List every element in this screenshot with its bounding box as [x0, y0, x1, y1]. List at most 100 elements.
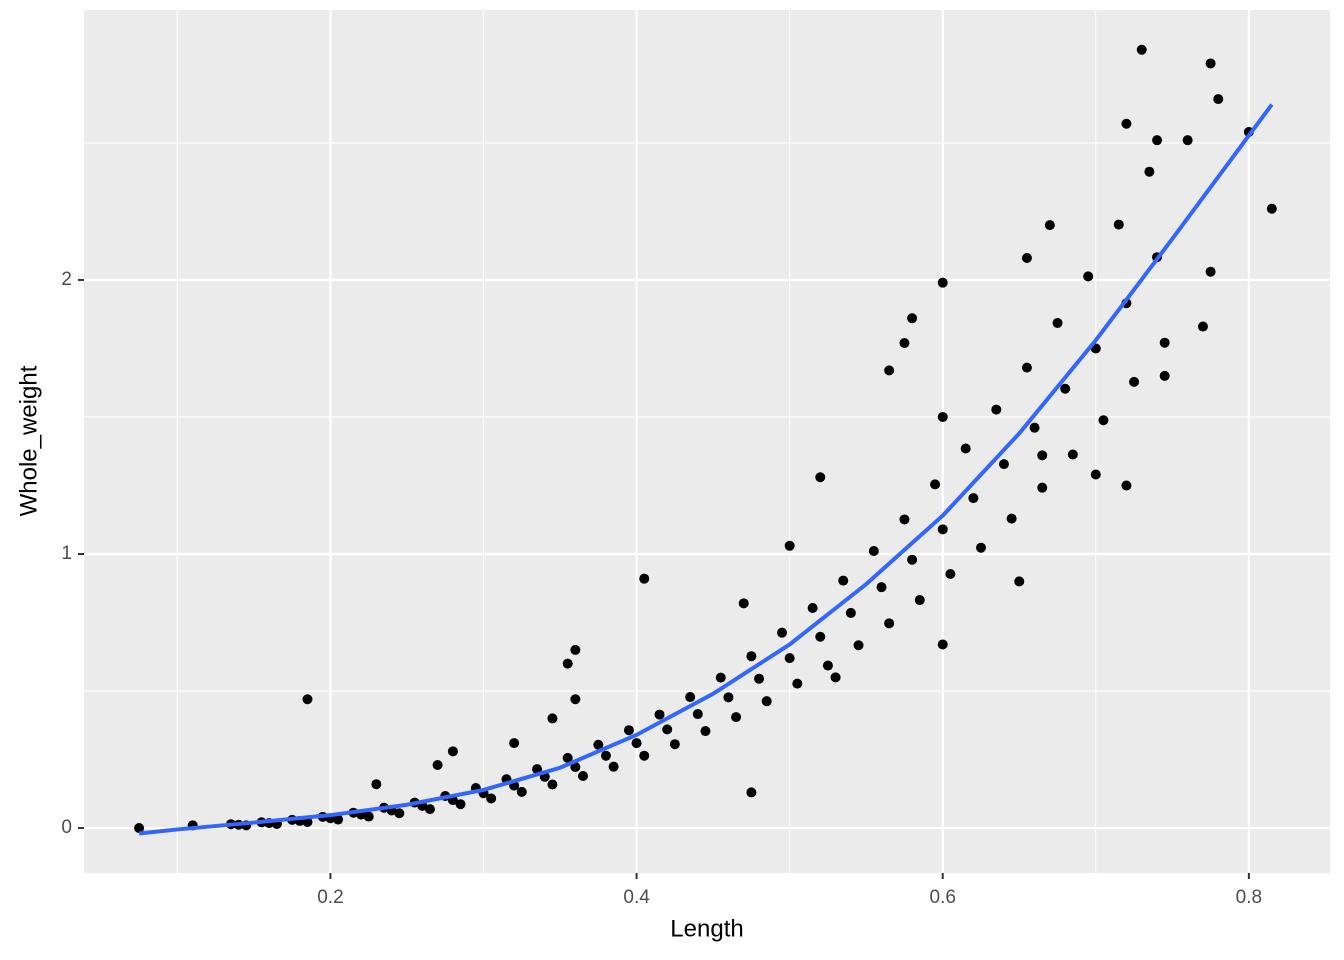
point [761, 696, 772, 707]
point [1197, 321, 1208, 332]
point [815, 472, 826, 483]
point [1121, 480, 1132, 491]
point [899, 514, 910, 525]
point [570, 761, 581, 772]
point [845, 607, 856, 618]
y-axis-title: Whole_weight [15, 365, 42, 516]
point [447, 746, 458, 757]
point [715, 672, 726, 683]
point [578, 770, 589, 781]
point [754, 673, 765, 684]
point [960, 443, 971, 454]
point [830, 672, 841, 683]
point [1083, 271, 1094, 282]
x-tick-label: 0.4 [623, 887, 650, 908]
point [639, 573, 650, 584]
y-tick-label: 0 [61, 817, 72, 838]
point [669, 739, 680, 750]
point [1060, 383, 1071, 394]
y-tick-label: 2 [61, 269, 72, 290]
point [1205, 58, 1216, 69]
point [1144, 166, 1155, 177]
x-axis-title: Length [670, 915, 743, 942]
point [792, 678, 803, 689]
point [1067, 449, 1078, 460]
point [838, 575, 849, 586]
point [1136, 44, 1147, 55]
point [570, 644, 581, 655]
point [1044, 220, 1055, 231]
point [937, 524, 948, 535]
point [822, 660, 833, 671]
x-tick-label: 0.8 [1236, 887, 1262, 908]
point [547, 713, 558, 724]
point [547, 779, 558, 790]
point [907, 313, 918, 324]
point [623, 725, 634, 736]
point [884, 365, 895, 376]
point [853, 640, 864, 651]
point [914, 595, 925, 606]
point [455, 799, 466, 810]
point [937, 639, 948, 650]
point [884, 618, 895, 629]
point [516, 786, 527, 797]
point [608, 761, 619, 772]
point [631, 738, 642, 749]
point [723, 692, 734, 703]
point [991, 404, 1002, 415]
point [738, 598, 749, 609]
point [1159, 370, 1170, 381]
point [937, 411, 948, 422]
point [333, 814, 344, 825]
point [600, 750, 611, 761]
point [1037, 482, 1048, 493]
point [639, 750, 650, 761]
point [654, 709, 665, 720]
point [371, 779, 382, 790]
point [1090, 469, 1101, 480]
point [562, 658, 573, 669]
point [662, 724, 673, 735]
point [685, 692, 696, 703]
point [432, 760, 443, 771]
point [899, 337, 910, 348]
point [1266, 203, 1277, 214]
point [937, 277, 948, 288]
point [876, 582, 887, 593]
point [1006, 513, 1017, 524]
point [975, 542, 986, 553]
point [570, 694, 581, 705]
point [1182, 135, 1193, 146]
point [363, 811, 374, 822]
point [424, 804, 435, 815]
point [394, 808, 405, 819]
point [968, 493, 979, 504]
point [1159, 337, 1170, 348]
point [593, 739, 604, 750]
point [807, 602, 818, 613]
point [1213, 94, 1224, 105]
point [509, 738, 520, 749]
point [930, 479, 941, 490]
point [1037, 450, 1048, 461]
point [1029, 422, 1040, 433]
point [784, 540, 795, 551]
point [907, 554, 918, 565]
point [746, 787, 757, 798]
point [562, 752, 573, 763]
fit-line [138, 103, 1274, 836]
point [1021, 362, 1032, 373]
point [945, 569, 956, 580]
point [746, 651, 757, 662]
point [302, 694, 313, 705]
point [134, 823, 145, 834]
point [868, 545, 879, 556]
point [1052, 317, 1063, 328]
point [692, 709, 703, 720]
point [1129, 376, 1140, 387]
point [1098, 415, 1109, 426]
point [1113, 219, 1124, 230]
